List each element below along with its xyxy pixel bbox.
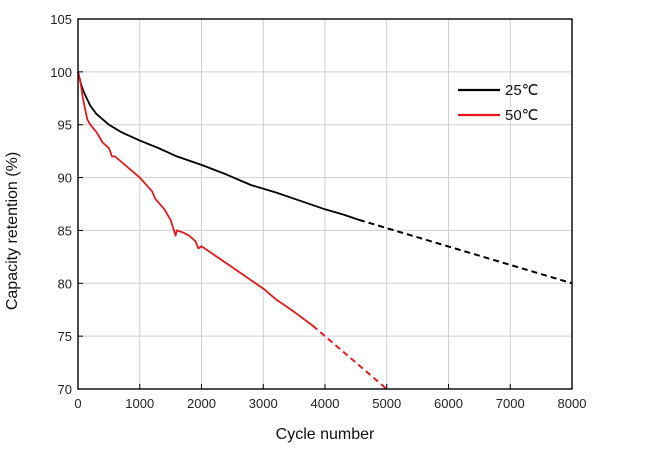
x-tick-label: 5000 xyxy=(372,396,401,411)
legend-label: 50℃ xyxy=(505,107,539,124)
y-tick-label: 95 xyxy=(58,118,72,133)
x-tick-label: 7000 xyxy=(496,396,525,411)
legend-label: 25℃ xyxy=(505,82,539,99)
x-tick-label: 3000 xyxy=(249,396,278,411)
x-tick-label: 4000 xyxy=(311,396,340,411)
y-tick-label: 80 xyxy=(58,276,72,291)
grid xyxy=(78,19,572,389)
x-axis-title: Cycle number xyxy=(276,426,375,443)
y-tick-label: 90 xyxy=(58,171,72,186)
series-line-0 xyxy=(77,71,360,221)
y-axis-title: Capacity retention (%) xyxy=(4,152,21,310)
y-tick-label: 100 xyxy=(50,65,72,80)
series-line-1 xyxy=(77,71,314,327)
y-tick-label: 75 xyxy=(58,329,72,344)
series-layer xyxy=(77,71,573,390)
y-tick-label: 70 xyxy=(58,382,72,397)
y-tick-label: 105 xyxy=(50,12,72,27)
y-tick-label: 85 xyxy=(58,223,72,238)
tick-layer: 0 1000 2000 3000 4000 5000 6000 7000 8000 70 75 80 8… xyxy=(50,12,586,411)
legend: 25℃50℃ xyxy=(458,82,539,124)
x-tick-label: 2000 xyxy=(187,396,216,411)
x-tick-label: 8000 xyxy=(558,396,587,411)
series-extrapolation-1 xyxy=(311,324,388,390)
x-tick-label: 0 xyxy=(74,396,81,411)
series-extrapolation-0 xyxy=(358,218,573,285)
x-tick-label: 6000 xyxy=(434,396,463,411)
x-tick-label: 1000 xyxy=(125,396,154,411)
